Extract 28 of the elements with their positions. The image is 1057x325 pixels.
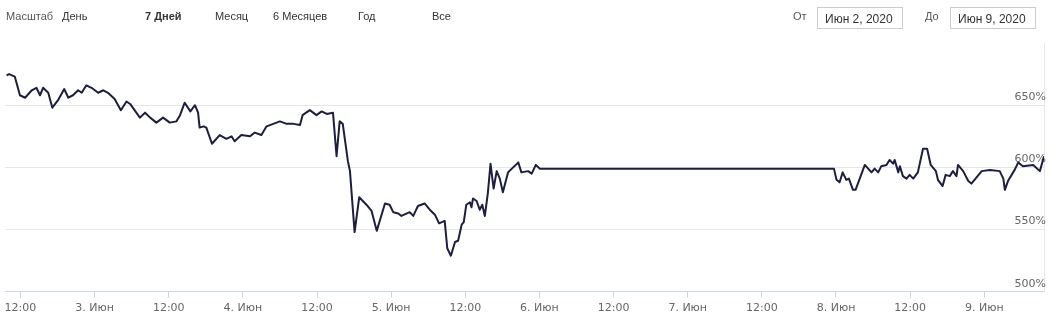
x-tick-label: 12:00: [597, 301, 630, 315]
x-tick-label: 4. Июн: [223, 301, 263, 315]
text: Июн 9, 2020: [950, 7, 1036, 29]
x-tick-label: 12:00: [301, 301, 333, 315]
y-tick-label: 650%: [1014, 90, 1046, 104]
x-tick-label: 7. Июн: [668, 301, 708, 315]
x-tick-label: 5. Июн: [371, 301, 411, 315]
text: Месяц: [215, 10, 249, 22]
text: День: [62, 10, 88, 22]
text: Июн 2, 2020: [817, 7, 903, 29]
x-tick-label: 9. Июн: [964, 301, 1004, 315]
x-tick-label: 12:00: [152, 301, 185, 315]
text: 6 Месяцев: [273, 10, 328, 22]
y-tick-label: 500%: [1014, 276, 1046, 290]
x-tick-label: 6. Июн: [520, 301, 559, 315]
y-tick-label: 550%: [1014, 214, 1046, 228]
text: 7 Дней: [145, 10, 182, 22]
text: Все: [432, 10, 451, 22]
x-tick-label: 12:00: [4, 301, 37, 315]
x-tick-label: 12:00: [746, 301, 778, 315]
x-tick-label: 12:00: [449, 301, 482, 315]
text: От: [793, 10, 807, 22]
x-tick-label: 12:00: [894, 301, 926, 315]
x-tick-label: 8. Июн: [816, 301, 856, 315]
text: До: [925, 10, 939, 22]
x-tick-label: 3. Июн: [75, 301, 114, 315]
text: Масштаб: [6, 10, 54, 22]
text: Год: [358, 10, 376, 22]
